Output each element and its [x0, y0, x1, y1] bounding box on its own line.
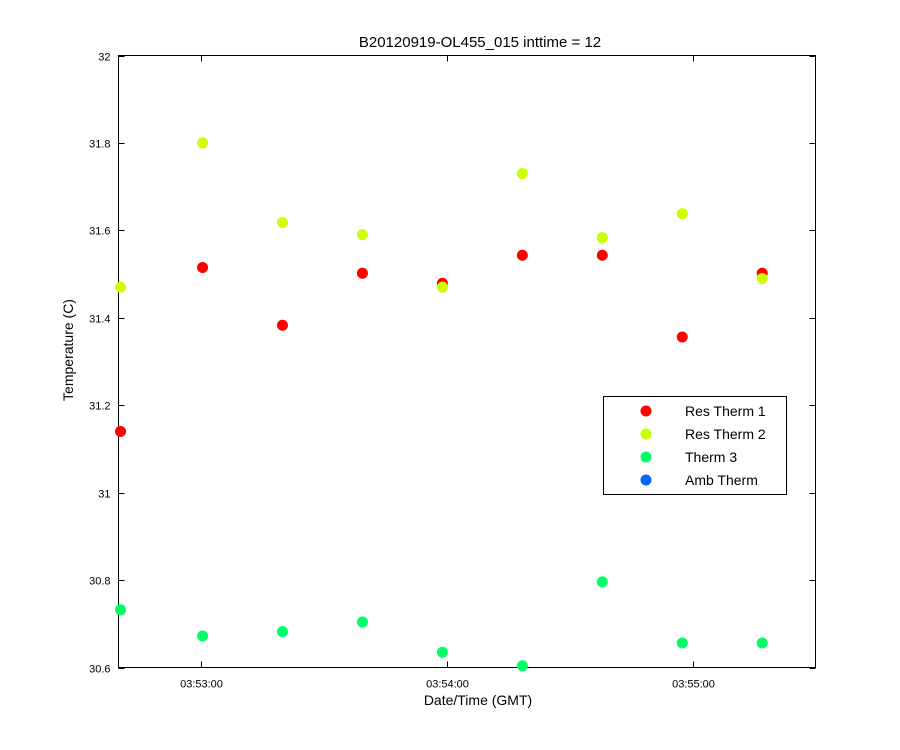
data-point-res-therm-1	[516, 249, 528, 261]
data-point-res-therm-2	[676, 208, 688, 220]
y-tick-label: 31.6	[89, 226, 110, 238]
y-tick-label: 31.8	[89, 139, 110, 151]
x-tick-label: 03:55:00	[672, 679, 715, 691]
plot-area	[118, 55, 816, 668]
legend-marker-res-therm-2	[640, 428, 652, 440]
data-point-therm-3	[756, 637, 768, 649]
chart-title: B20120919-OL455_015 inttime = 12	[359, 34, 601, 51]
y-tick-label: 32	[98, 52, 110, 64]
data-point-res-therm-1	[197, 262, 209, 274]
data-point-res-therm-1	[277, 319, 288, 331]
data-point-res-therm-1	[356, 267, 368, 279]
legend-marker-therm-3	[640, 451, 652, 463]
legend-box	[603, 396, 787, 495]
x-axis-label: Date/Time (GMT)	[424, 692, 532, 708]
y-tick-label: 31	[98, 489, 110, 501]
data-point-therm-3	[596, 576, 608, 588]
data-point-res-therm-2	[277, 216, 288, 228]
x-tick-label: 03:53:00	[180, 679, 223, 691]
data-point-res-therm-2	[115, 281, 127, 293]
data-point-res-therm-2	[516, 168, 528, 180]
legend-label: Therm 3	[685, 449, 737, 465]
data-point-therm-3	[277, 626, 288, 638]
legend-marker-amb-therm	[640, 474, 652, 486]
x-axis: 03:53:00 03:54:00 03:55:00	[180, 55, 715, 691]
data-point-res-therm-2	[436, 281, 448, 293]
data-point-therm-3	[516, 660, 528, 672]
y-tick-label: 30.8	[89, 576, 110, 588]
y-tick-label: 30.6	[89, 664, 110, 676]
data-point-res-therm-2	[197, 137, 209, 149]
y-tick-label: 31.2	[89, 401, 110, 413]
legend: Res Therm 1 Res Therm 2 Therm 3 Amb Therm	[603, 396, 787, 495]
legend-label: Res Therm 2	[685, 426, 766, 442]
data-point-therm-3	[436, 646, 448, 658]
data-point-res-therm-2	[356, 229, 368, 241]
x-tick-label: 03:54:00	[426, 679, 469, 691]
y-axis: 30.6 30.8 31 31.2 31.4 31.6 31.8 32	[89, 52, 816, 676]
data-point-therm-3	[676, 637, 688, 649]
data-points	[115, 137, 768, 672]
data-point-therm-3	[356, 616, 368, 628]
legend-label: Amb Therm	[685, 472, 758, 488]
data-point-therm-3	[115, 604, 127, 616]
data-point-res-therm-2	[756, 272, 768, 284]
legend-label: Res Therm 1	[685, 403, 766, 419]
data-point-res-therm-1	[596, 249, 608, 261]
data-point-therm-3	[197, 630, 209, 642]
y-axis-label: Temperature (C)	[60, 299, 76, 401]
data-point-res-therm-1	[115, 425, 127, 437]
data-point-res-therm-2	[596, 232, 608, 244]
legend-marker-res-therm-1	[640, 405, 652, 417]
data-point-res-therm-1	[676, 331, 688, 343]
y-tick-label: 31.4	[89, 314, 110, 326]
